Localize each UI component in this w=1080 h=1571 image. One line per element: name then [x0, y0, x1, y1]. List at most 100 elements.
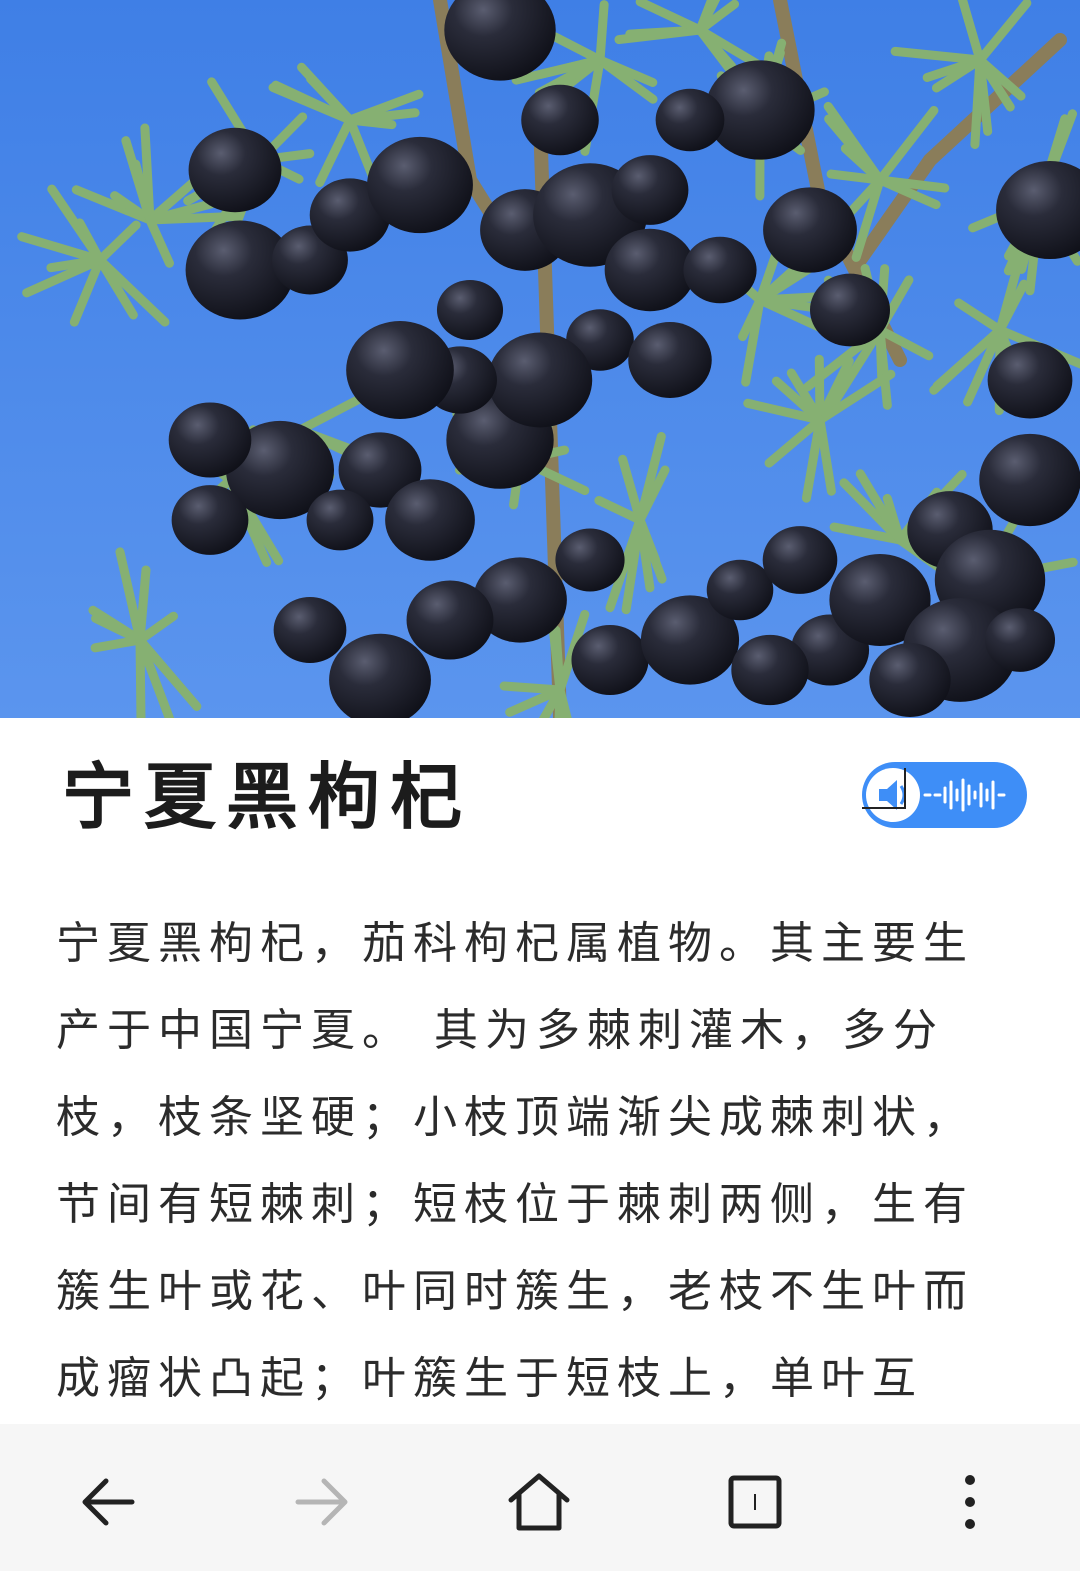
leaf	[954, 298, 1005, 335]
berry	[683, 236, 757, 304]
leaf	[635, 0, 705, 35]
leaf	[840, 143, 885, 185]
article-title: 宁夏黑枸杞	[62, 754, 473, 839]
forward-button[interactable]	[272, 1452, 372, 1552]
leaf	[890, 46, 985, 65]
berry	[829, 553, 931, 647]
leaf	[875, 325, 934, 361]
leaf	[929, 325, 1005, 395]
leaf	[595, 55, 658, 104]
leaf	[135, 635, 202, 711]
forward-arrow-icon	[295, 1478, 348, 1526]
leaf	[957, 0, 985, 65]
berry	[762, 526, 838, 594]
berry	[984, 608, 1056, 672]
leaf	[815, 369, 896, 425]
berry	[367, 136, 473, 234]
leaf	[931, 55, 985, 93]
article-body: 宁夏黑枸杞，茄科枸杞属植物。其主要生产于中国宁夏。 其为多棘刺灌木，多分枝，枝条…	[56, 918, 974, 1404]
leaf	[625, 25, 705, 39]
leaf	[801, 415, 825, 503]
leaf	[95, 255, 170, 327]
browser-nav-bar	[0, 1424, 1080, 1571]
berry	[185, 220, 295, 320]
leaf	[95, 220, 141, 265]
leaf	[538, 685, 565, 718]
leaf	[345, 115, 397, 130]
more-menu-icon	[965, 1475, 975, 1529]
berry	[655, 88, 725, 152]
goji-berry-photo	[0, 0, 1080, 718]
leaf	[90, 635, 145, 653]
leaf	[297, 62, 355, 125]
berry	[338, 432, 422, 508]
berry	[809, 273, 891, 347]
leaf	[618, 454, 645, 525]
leaf	[91, 613, 145, 645]
tabs-icon	[728, 1475, 782, 1529]
leaf	[315, 115, 355, 188]
leaf	[975, 0, 1032, 65]
home-icon	[508, 1473, 570, 1531]
berry	[640, 595, 740, 685]
leaf	[595, 0, 609, 65]
leaf	[875, 175, 950, 193]
leaf	[755, 295, 818, 313]
berry	[996, 160, 1080, 260]
leaf	[855, 469, 905, 545]
berry	[444, 0, 556, 81]
leaf	[145, 215, 174, 268]
berry	[987, 341, 1073, 419]
berry	[473, 557, 567, 643]
tabs-button[interactable]	[705, 1452, 805, 1552]
berry	[188, 127, 282, 213]
berry	[436, 279, 504, 341]
berry	[571, 624, 649, 696]
leaf	[271, 80, 355, 125]
berry	[869, 643, 951, 717]
berry	[628, 322, 712, 398]
audio-play-button[interactable]	[862, 762, 1027, 828]
berry	[731, 634, 809, 706]
leaf	[635, 465, 670, 525]
leaf	[499, 681, 565, 695]
leaf	[605, 515, 645, 613]
berry	[406, 580, 494, 660]
leaf	[46, 255, 105, 273]
leaf	[17, 232, 105, 265]
berry	[521, 84, 599, 156]
berry	[171, 485, 249, 555]
leaf	[975, 55, 993, 136]
berry	[346, 321, 454, 419]
leaf	[875, 105, 939, 185]
leaf	[115, 547, 145, 645]
leaf	[635, 515, 667, 584]
berry	[979, 433, 1080, 527]
leaf	[140, 123, 155, 225]
leaf	[764, 415, 825, 468]
leaf	[548, 618, 565, 695]
berry	[763, 187, 857, 273]
leaf	[875, 325, 887, 381]
berry	[604, 228, 696, 312]
leaf	[594, 495, 645, 525]
berry	[705, 60, 815, 160]
leaf	[995, 245, 1027, 335]
berry	[329, 633, 431, 718]
home-button[interactable]	[489, 1452, 589, 1552]
more-menu-button[interactable]	[920, 1452, 1020, 1552]
leaf	[135, 635, 175, 718]
berry	[385, 479, 475, 561]
back-button[interactable]	[58, 1452, 158, 1552]
leaf	[511, 55, 605, 85]
leaf	[69, 255, 105, 327]
leaf	[815, 356, 854, 425]
leaf	[963, 325, 1005, 407]
leaf	[827, 325, 885, 411]
waveform-icon	[923, 778, 1006, 812]
leaf	[814, 354, 825, 425]
berry	[225, 420, 335, 520]
leaf	[771, 376, 825, 425]
berry	[611, 155, 689, 225]
leaf	[550, 32, 605, 65]
